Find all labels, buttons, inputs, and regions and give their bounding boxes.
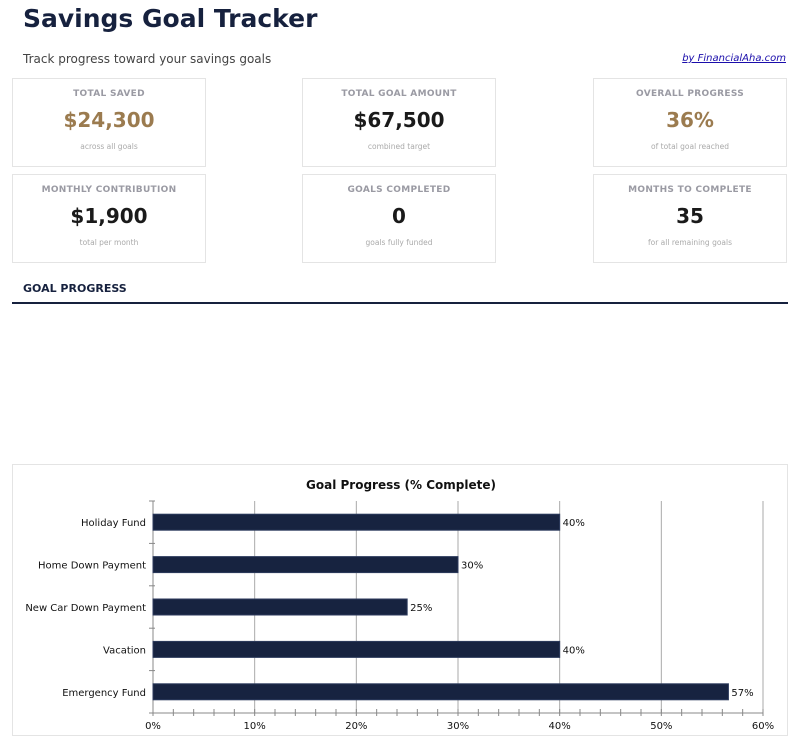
card-label: TOTAL GOAL AMOUNT — [341, 89, 457, 99]
y-category-label: New Car Down Payment — [25, 603, 146, 614]
card-note: for all remaining goals — [647, 238, 733, 247]
x-tick-label: 0% — [145, 721, 161, 732]
card-note: combined target — [367, 142, 431, 151]
card-value: 0 — [392, 204, 406, 228]
section-divider — [12, 302, 788, 304]
card-value: 36% — [666, 108, 714, 132]
card-note: total per month — [79, 238, 139, 247]
y-category-label: Vacation — [103, 645, 146, 656]
chart-title: Goal Progress (% Complete) — [306, 478, 496, 492]
bar-chart-svg: Goal Progress (% Complete) 0% 10% 20% 30% 40… — [25, 478, 774, 732]
bar-data-label: 30% — [461, 561, 483, 572]
card-value: 35 — [676, 204, 704, 228]
bar-emergency-fund — [152, 683, 729, 701]
x-tick-label: 40% — [549, 721, 571, 732]
card-monthly-contribution: MONTHLY CONTRIBUTION $1,900 total per mo… — [12, 174, 206, 263]
x-tick-label: 30% — [447, 721, 469, 732]
y-category-label: Home Down Payment — [38, 561, 146, 572]
card-label: GOALS COMPLETED — [347, 185, 451, 195]
card-note: goals fully funded — [365, 238, 433, 247]
card-label: OVERALL PROGRESS — [635, 89, 745, 99]
bar-new-car-down-payment — [152, 598, 408, 616]
card-label: MONTHS TO COMPLETE — [628, 185, 752, 195]
bar-data-label: 57% — [731, 688, 753, 699]
x-tick-label: 50% — [650, 721, 672, 732]
card-total-goal-amount: TOTAL GOAL AMOUNT $67,500 combined targe… — [302, 78, 496, 167]
x-tick-label: 60% — [752, 721, 774, 732]
y-category-label: Emergency Fund — [62, 688, 146, 699]
bar-data-label: 40% — [563, 645, 585, 656]
goal-progress-chart: Goal Progress (% Complete) 0% 10% 20% 30% 40… — [12, 464, 788, 736]
card-note: across all goals — [80, 142, 138, 151]
card-months-to-complete: MONTHS TO COMPLETE 35 for all remaining … — [593, 174, 787, 263]
page-subtitle: Track progress toward your savings goals — [23, 52, 272, 66]
y-category-label: Holiday Fund — [81, 518, 146, 529]
credit-link[interactable]: by FinancialAha.com — [682, 53, 786, 64]
card-note: of total goal reached — [651, 142, 729, 151]
card-goals-completed: GOALS COMPLETED 0 goals fully funded — [302, 174, 496, 263]
bar-holiday-fund — [152, 513, 561, 531]
section-title: GOAL PROGRESS — [23, 282, 127, 295]
page-title: Savings Goal Tracker — [23, 4, 318, 33]
card-total-saved: TOTAL SAVED $24,300 across all goals — [12, 78, 206, 167]
card-label: TOTAL SAVED — [73, 89, 145, 99]
card-overall-progress: OVERALL PROGRESS 36% of total goal reach… — [593, 78, 787, 167]
card-value: $24,300 — [63, 108, 155, 132]
bar-home-down-payment — [152, 556, 459, 574]
card-label: MONTHLY CONTRIBUTION — [41, 185, 177, 195]
bar-data-label: 40% — [563, 518, 585, 529]
card-value: $1,900 — [70, 204, 148, 228]
bar-data-label: 25% — [410, 603, 432, 614]
bar-vacation — [152, 640, 561, 658]
x-tick-label: 10% — [244, 721, 266, 732]
x-tick-label: 20% — [345, 721, 367, 732]
card-value: $67,500 — [353, 108, 445, 132]
